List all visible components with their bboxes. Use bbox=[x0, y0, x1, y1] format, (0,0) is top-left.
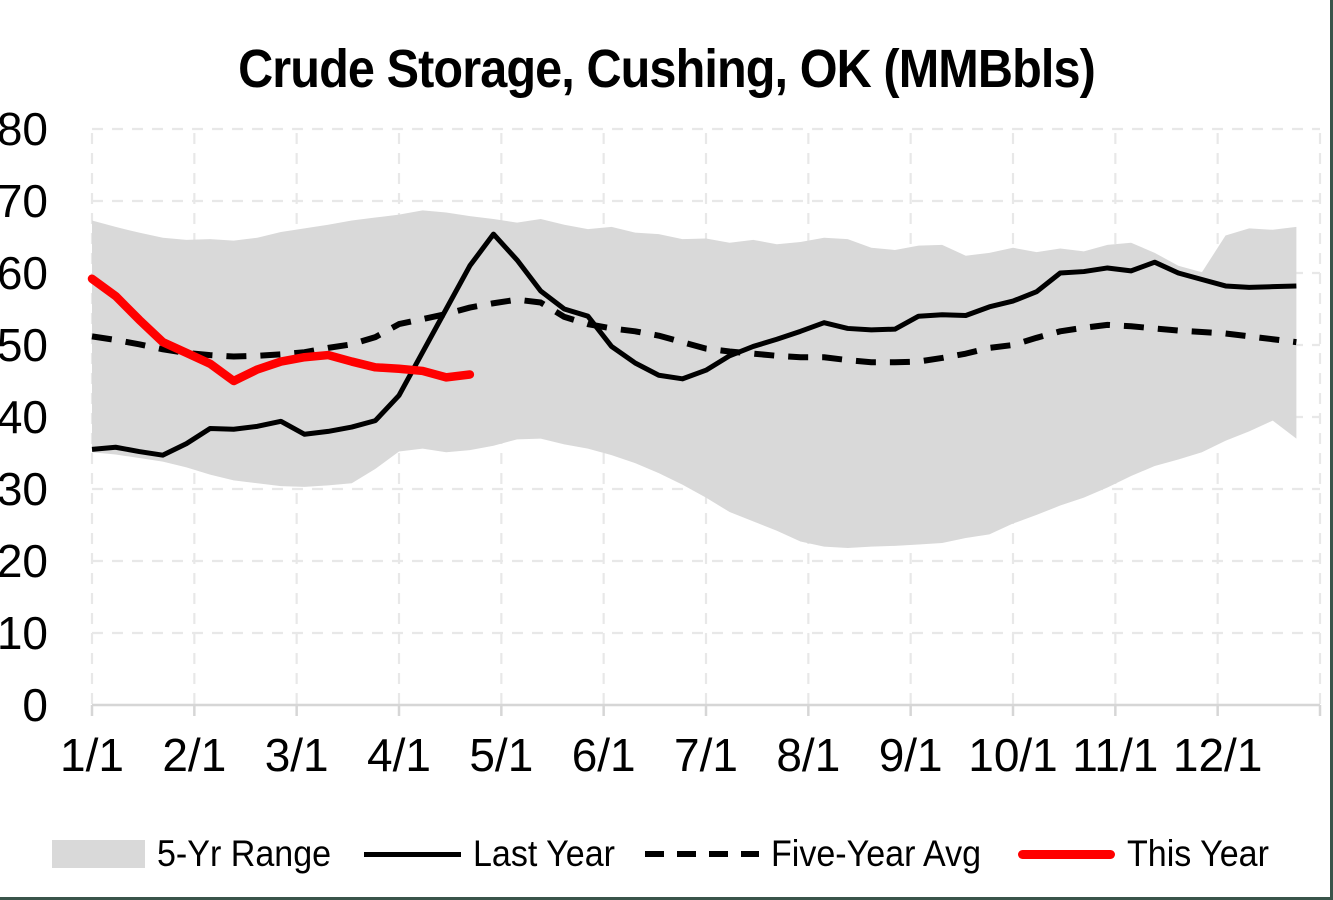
y-tick-label: 70 bbox=[0, 175, 48, 227]
y-tick-label: 30 bbox=[0, 463, 48, 515]
y-tick-label: 40 bbox=[0, 391, 48, 443]
legend-label-five-year-avg: Five-Year Avg bbox=[771, 833, 982, 874]
legend-item-this-year: This Year bbox=[1017, 833, 1281, 875]
x-tick-label: 11/1 bbox=[1072, 729, 1158, 781]
line-this-year bbox=[87, 274, 475, 386]
line-last-year bbox=[91, 231, 1297, 458]
x-tick-label: 8/1 bbox=[776, 729, 840, 781]
dashed-line-swatch-icon bbox=[645, 851, 760, 857]
y-tick-label: 50 bbox=[0, 319, 48, 371]
y-tick-label: 20 bbox=[0, 535, 48, 587]
x-tick-label: 4/1 bbox=[367, 729, 431, 781]
legend-item-five-year-avg: Five-Year Avg bbox=[645, 833, 999, 875]
band-swatch-icon bbox=[51, 840, 145, 868]
line-five-year-avg bbox=[91, 296, 1297, 366]
band-5yr-range bbox=[92, 210, 1297, 549]
red-line-swatch-icon bbox=[1017, 849, 1115, 859]
x-tick-label: 1/1 bbox=[60, 729, 124, 781]
legend-label-5yr-range: 5-Yr Range bbox=[156, 833, 332, 874]
x-tick-label: 5/1 bbox=[469, 729, 533, 781]
legend-label-this-year: This Year bbox=[1126, 833, 1269, 874]
x-tick-label: 12/1 bbox=[1173, 729, 1263, 781]
legend-label-last-year: Last Year bbox=[473, 833, 616, 874]
page-border-bottom bbox=[0, 897, 1333, 900]
y-tick-label: 60 bbox=[0, 247, 48, 299]
x-tick-label: 9/1 bbox=[879, 729, 943, 781]
solid-line-swatch-icon bbox=[364, 851, 462, 857]
legend: 5-Yr Range Last Year Five-Year Avg This … bbox=[0, 824, 1333, 884]
y-tick-label: 0 bbox=[22, 679, 48, 731]
x-tick-label: 3/1 bbox=[265, 729, 329, 781]
legend-item-last-year: Last Year bbox=[364, 833, 627, 875]
x-tick-label: 6/1 bbox=[572, 729, 636, 781]
page-border-right bbox=[1330, 0, 1333, 900]
x-tick-label: 2/1 bbox=[162, 729, 226, 781]
x-tick-label: 10/1 bbox=[968, 729, 1058, 781]
legend-item-5yr-range: 5-Yr Range bbox=[51, 833, 346, 875]
y-tick-label: 80 bbox=[0, 103, 48, 155]
x-tick-label: 7/1 bbox=[674, 729, 738, 781]
chart-title: Crude Storage, Cushing, OK (MMBbls) bbox=[238, 39, 1096, 99]
y-tick-label: 10 bbox=[0, 607, 48, 659]
